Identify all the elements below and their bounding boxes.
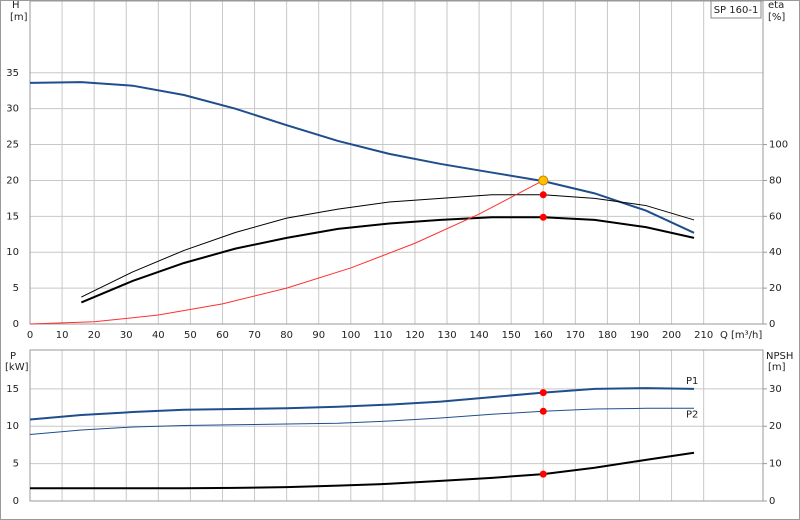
x-tick-label: 20 [88,330,101,341]
series-label: P1 [686,376,698,387]
x-tick-label: 30 [120,330,133,341]
x-tick-label: 60 [216,330,229,341]
y-tick-label: 15 [6,211,19,222]
curve [29,387,695,421]
y2-axis-label: eta [768,0,784,11]
x-tick-label: 140 [470,330,489,341]
duty-point [538,175,549,186]
x-tick-label: 200 [662,330,681,341]
x-tick-label: 120 [405,330,424,341]
y-tick-label: 5 [13,283,19,294]
duty-point [539,470,547,478]
duty-point [539,213,547,221]
y-tick-label: 15 [6,384,19,395]
x-tick-label: 190 [630,330,649,341]
y-tick-label: 5 [13,459,19,470]
x-tick-label: 100 [341,330,360,341]
y2-tick-label: 30 [769,384,782,395]
y-tick-label: 10 [6,421,19,432]
x-tick-label: 150 [502,330,521,341]
legend-title: SP 160-1 [714,5,759,16]
x-tick-label: 50 [184,330,197,341]
y2-tick-label: 10 [769,459,782,470]
x-tick-label: 90 [312,330,325,341]
y2-tick-label: 0 [769,319,775,330]
y-tick-label: 10 [6,247,19,258]
legend-box [710,0,762,19]
y2-tick-label: 20 [769,283,782,294]
x-tick-label: 10 [56,330,69,341]
duty-point [539,191,547,199]
y-tick-label: 0 [13,496,19,507]
x-tick-label: 170 [566,330,585,341]
y2-axis-unit: [m] [768,362,786,373]
curve [80,216,695,304]
y2-axis-unit: [%] [768,12,785,23]
y-tick-label: 35 [6,68,19,79]
plot-frame [29,349,764,502]
y2-tick-label: 20 [769,421,782,432]
y2-tick-label: 40 [769,247,782,258]
x-tick-label: 70 [248,330,261,341]
x-tick-label: 110 [373,330,392,341]
y-axis-label: H [12,0,20,11]
y-axis-label: P [10,351,16,362]
duty-point [539,389,547,397]
x-tick-label: 180 [598,330,617,341]
plot-frame [29,0,764,325]
curve [30,451,695,490]
series-label: P2 [686,409,698,420]
y2-axis-label: NPSH [766,351,793,362]
x-tick-label: 160 [534,330,553,341]
x-tick-label: 0 [27,330,33,341]
y-axis-unit: [kW] [5,362,29,373]
y2-tick-label: 100 [769,140,788,151]
duty-point [539,407,547,415]
curve [29,81,695,234]
curve [29,180,544,325]
x-axis-unit: [m³/h] [731,330,762,341]
y-tick-label: 0 [13,319,19,330]
y2-tick-label: 60 [769,211,782,222]
curve [81,194,695,298]
x-tick-label: 80 [280,330,293,341]
y2-tick-label: 80 [769,175,782,186]
y-tick-label: 30 [6,104,19,115]
x-axis-label: Q [720,330,728,341]
y-axis-unit: [m] [10,12,28,23]
curve [29,407,695,435]
x-tick-label: 210 [694,330,713,341]
y-tick-label: 20 [6,175,19,186]
y2-tick-label: 0 [769,496,775,507]
x-tick-label: 40 [152,330,165,341]
x-tick-label: 130 [437,330,456,341]
y-tick-label: 25 [6,140,19,151]
